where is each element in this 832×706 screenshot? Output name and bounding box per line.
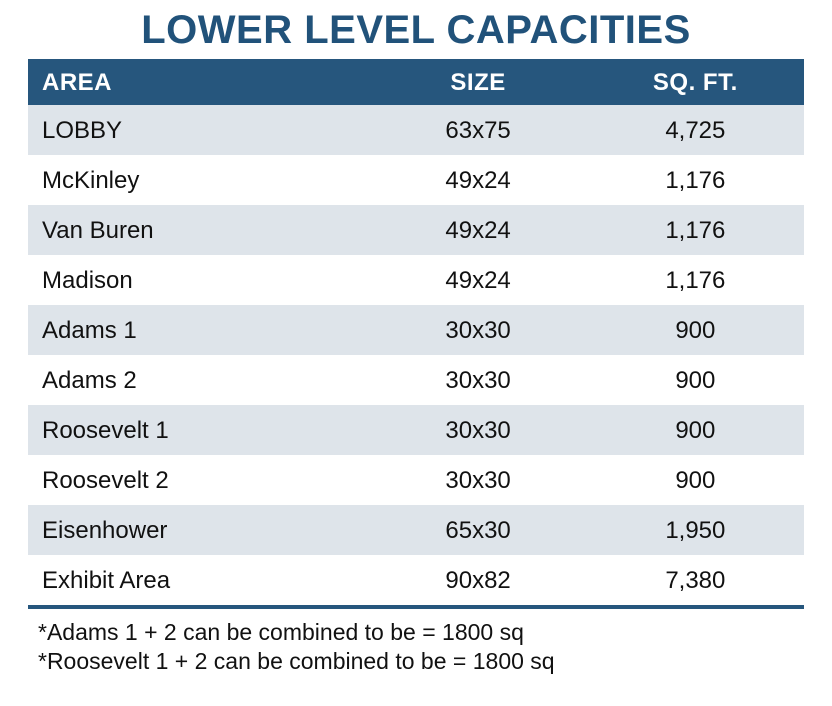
column-header-sqft: SQ. FT. <box>587 59 804 105</box>
cell-size: 49x24 <box>369 255 586 305</box>
capacities-table: AREA SIZE SQ. FT. LOBBY63x754,725McKinle… <box>28 59 804 605</box>
cell-sqft: 1,950 <box>587 505 804 555</box>
cell-sqft: 900 <box>587 405 804 455</box>
cell-area: Madison <box>28 255 369 305</box>
cell-size: 49x24 <box>369 155 586 205</box>
footnote-line: *Roosevelt 1 + 2 can be combined to be =… <box>38 648 794 675</box>
cell-area: Adams 1 <box>28 305 369 355</box>
cell-size: 65x30 <box>369 505 586 555</box>
cell-area: Adams 2 <box>28 355 369 405</box>
cell-size: 30x30 <box>369 455 586 505</box>
page-title: LOWER LEVEL CAPACITIES <box>28 8 804 53</box>
table-row: Van Buren49x241,176 <box>28 205 804 255</box>
column-header-area: AREA <box>28 59 369 105</box>
table-row: Eisenhower65x301,950 <box>28 505 804 555</box>
table-row: Adams 230x30900 <box>28 355 804 405</box>
cell-size: 30x30 <box>369 355 586 405</box>
cell-sqft: 7,380 <box>587 555 804 605</box>
cell-sqft: 900 <box>587 355 804 405</box>
cell-area: Van Buren <box>28 205 369 255</box>
table-row: McKinley49x241,176 <box>28 155 804 205</box>
column-header-size: SIZE <box>369 59 586 105</box>
table-row: Roosevelt 130x30900 <box>28 405 804 455</box>
cell-area: Eisenhower <box>28 505 369 555</box>
footnote-line: *Adams 1 + 2 can be combined to be = 180… <box>38 619 794 646</box>
cell-size: 63x75 <box>369 105 586 155</box>
footnotes: *Adams 1 + 2 can be combined to be = 180… <box>28 609 804 675</box>
cell-area: McKinley <box>28 155 369 205</box>
cell-size: 30x30 <box>369 405 586 455</box>
cell-area: Exhibit Area <box>28 555 369 605</box>
cell-sqft: 1,176 <box>587 205 804 255</box>
cell-area: LOBBY <box>28 105 369 155</box>
cell-sqft: 4,725 <box>587 105 804 155</box>
table-row: Adams 130x30900 <box>28 305 804 355</box>
cell-sqft: 900 <box>587 455 804 505</box>
table-row: Roosevelt 230x30900 <box>28 455 804 505</box>
cell-sqft: 900 <box>587 305 804 355</box>
table-row: Exhibit Area90x827,380 <box>28 555 804 605</box>
cell-sqft: 1,176 <box>587 255 804 305</box>
cell-area: Roosevelt 2 <box>28 455 369 505</box>
cell-sqft: 1,176 <box>587 155 804 205</box>
cell-area: Roosevelt 1 <box>28 405 369 455</box>
table-row: LOBBY63x754,725 <box>28 105 804 155</box>
table-row: Madison49x241,176 <box>28 255 804 305</box>
table-body: LOBBY63x754,725McKinley49x241,176Van Bur… <box>28 105 804 605</box>
table-header: AREA SIZE SQ. FT. <box>28 59 804 105</box>
cell-size: 30x30 <box>369 305 586 355</box>
cell-size: 49x24 <box>369 205 586 255</box>
cell-size: 90x82 <box>369 555 586 605</box>
